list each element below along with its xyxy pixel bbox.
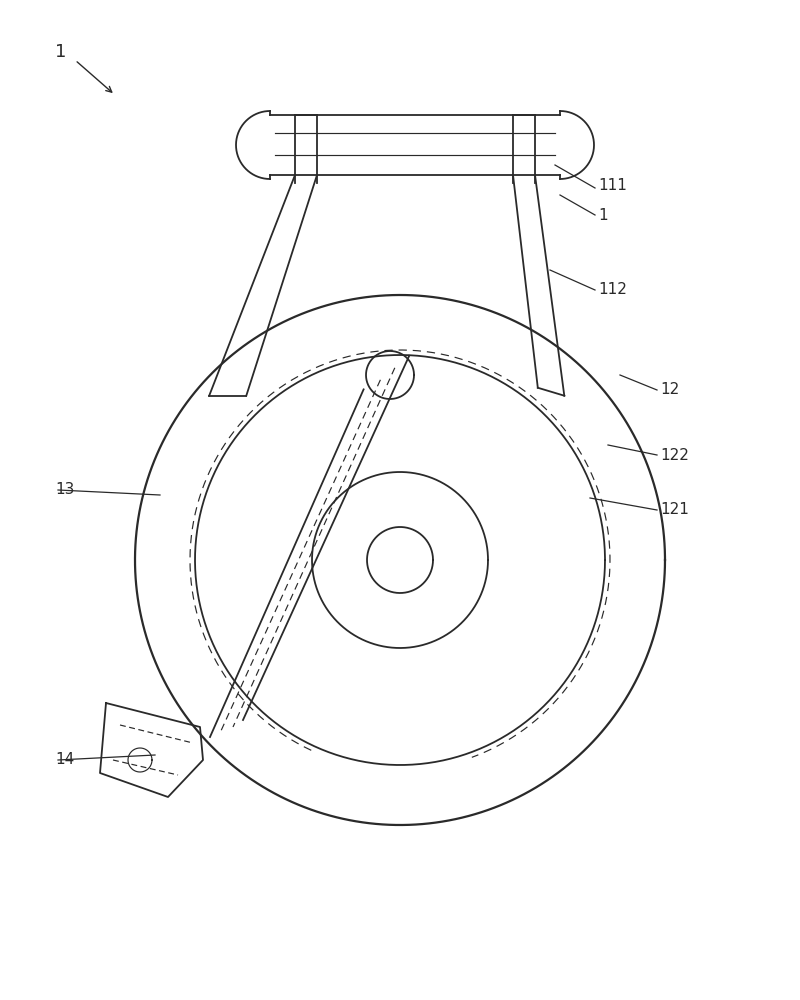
Text: 112: 112: [598, 282, 627, 298]
Text: 14: 14: [55, 752, 74, 768]
Text: 121: 121: [660, 502, 689, 518]
Text: 122: 122: [660, 448, 689, 462]
Text: 1: 1: [598, 208, 608, 223]
Text: 12: 12: [660, 382, 679, 397]
Text: 111: 111: [598, 178, 627, 192]
Text: 13: 13: [55, 483, 74, 497]
Text: 1: 1: [55, 43, 66, 61]
